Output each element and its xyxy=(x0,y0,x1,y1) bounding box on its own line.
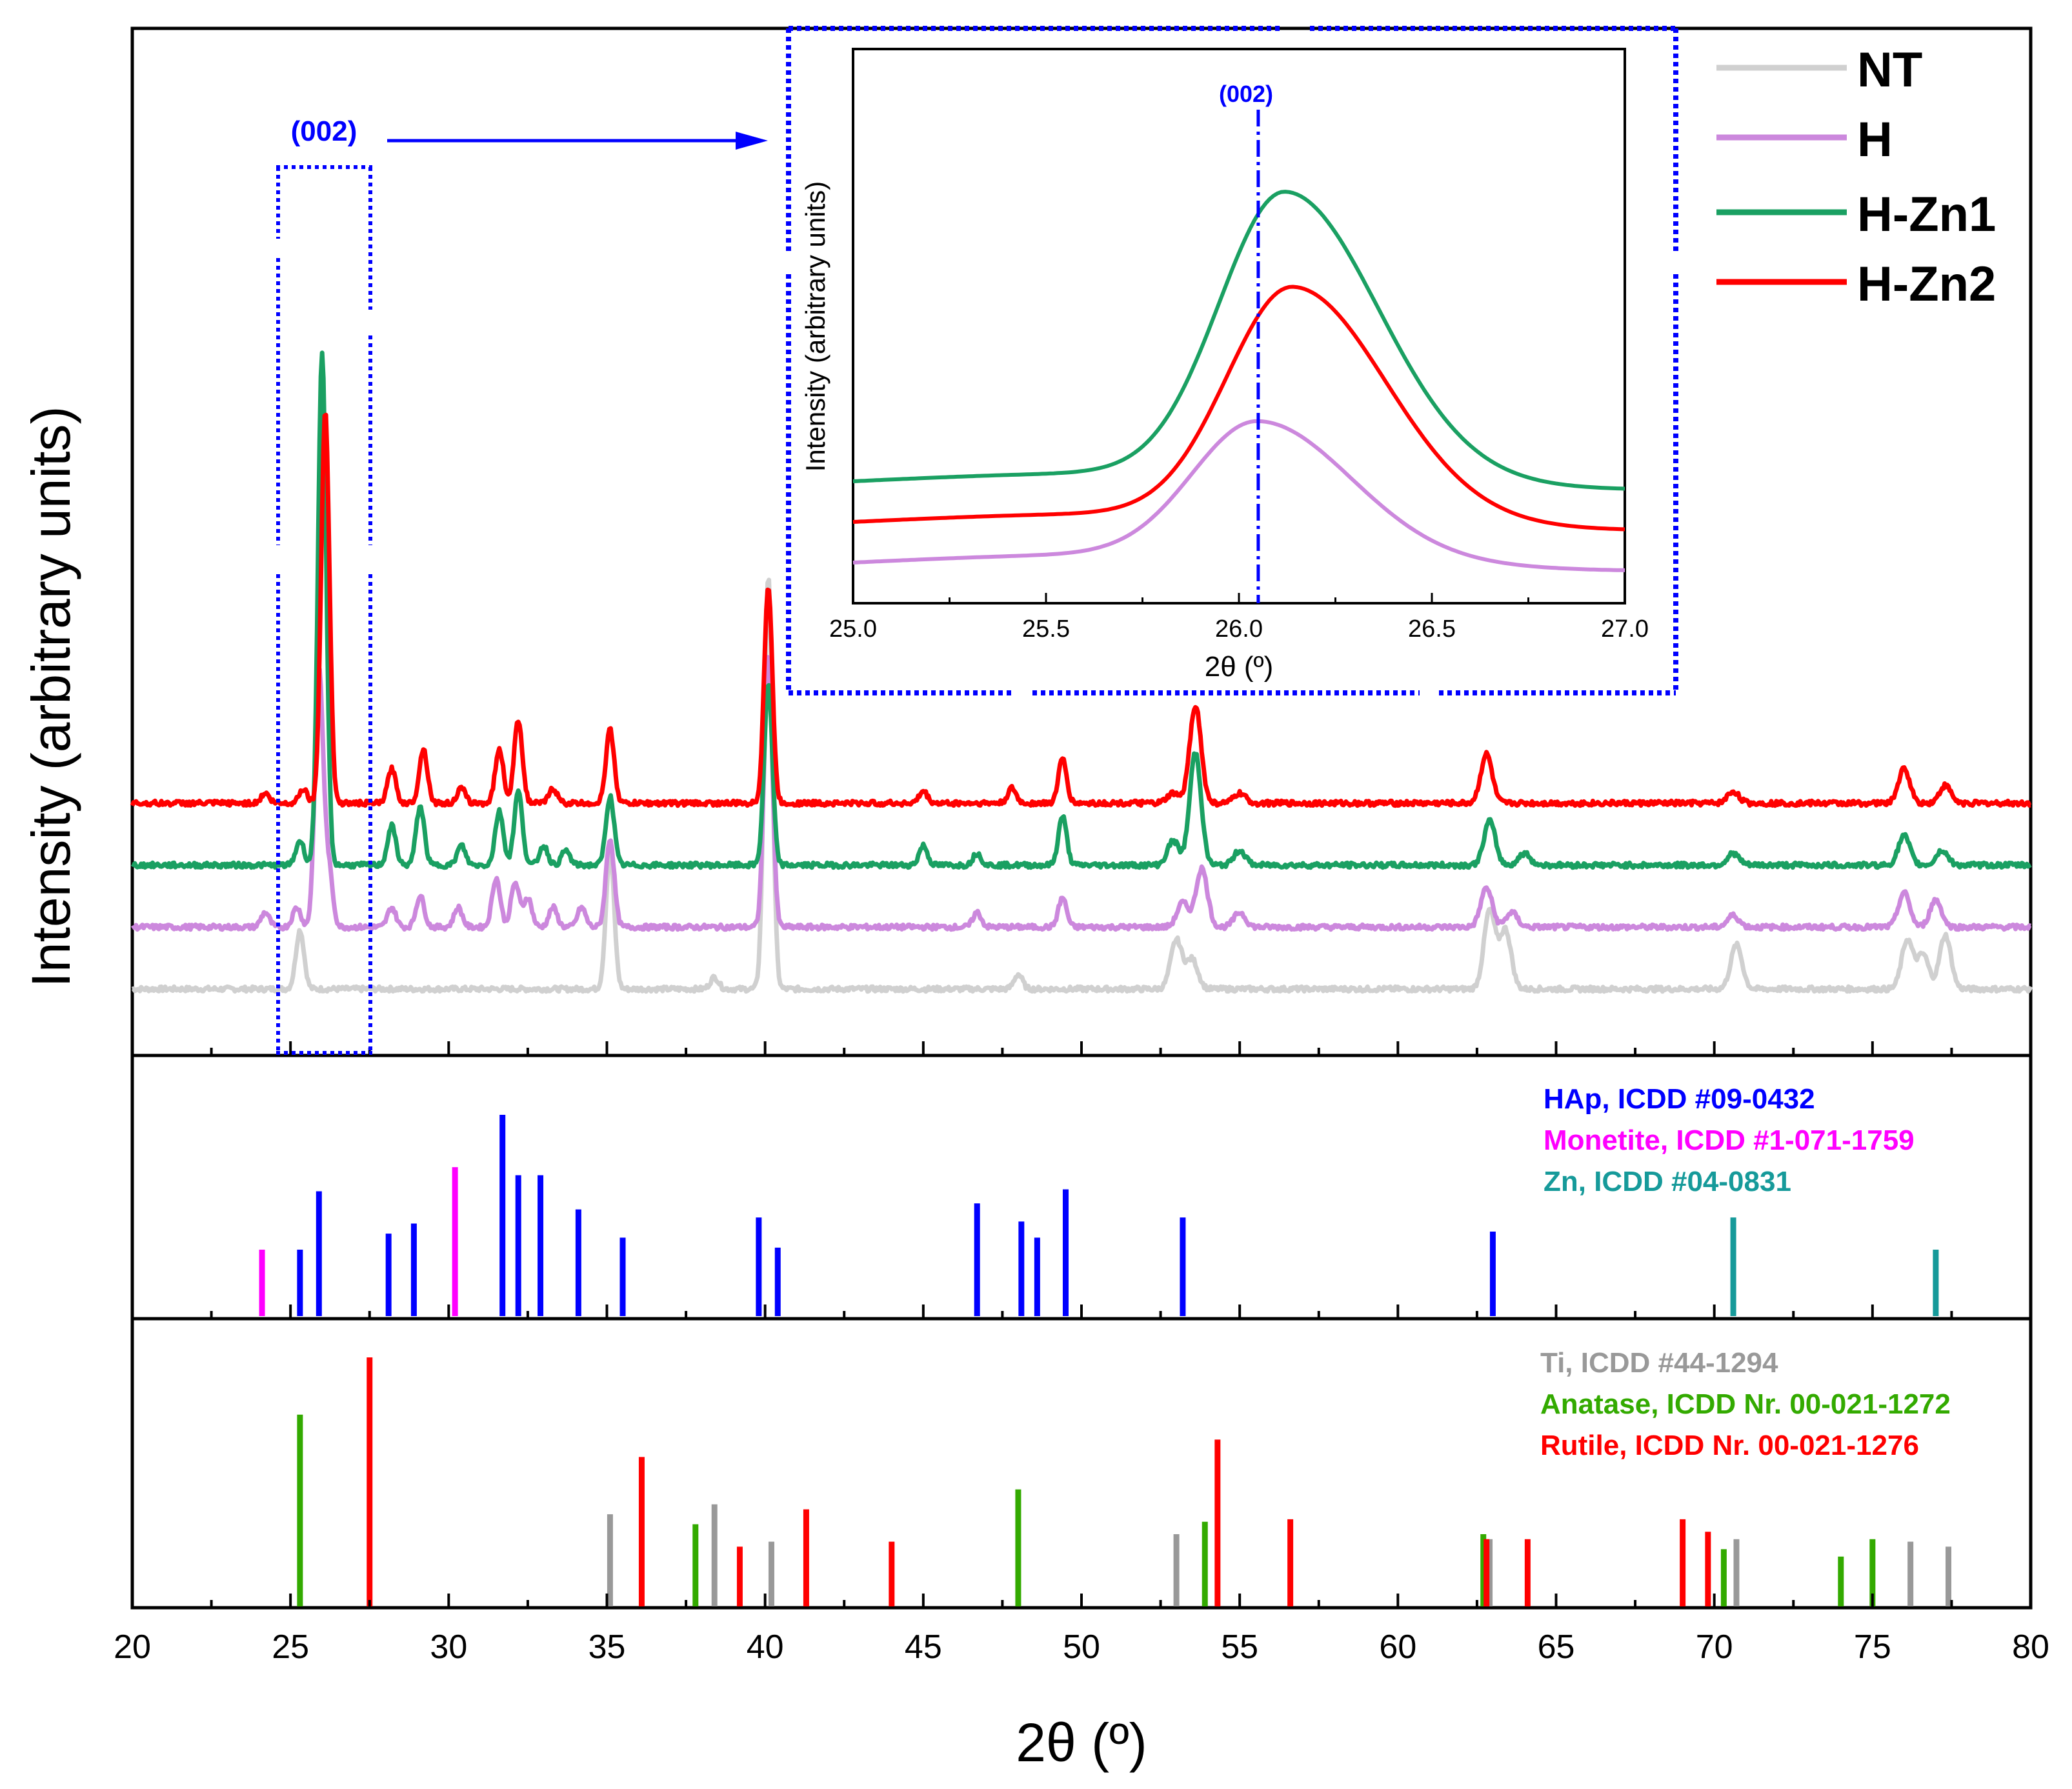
inset-series-line-h-zn1 xyxy=(852,190,1625,491)
peak-002-label: (002) xyxy=(291,115,357,147)
series-line-h-zn1 xyxy=(130,350,2032,870)
y-axis-title: Intensity (arbitrary units) xyxy=(21,406,81,988)
inset-y-axis-title: Intensity (arbitrary units) xyxy=(800,181,830,472)
reference-panel-1-lines xyxy=(259,1115,1939,1316)
reference-panel-2-lines xyxy=(297,1357,1952,1606)
inset-series-line-h-zn2 xyxy=(852,285,1625,532)
x-axis-title: 2θ (º) xyxy=(1016,1712,1147,1773)
x-tick-label: 45 xyxy=(905,1628,942,1666)
x-tick-label: 35 xyxy=(588,1628,626,1666)
inset-frame xyxy=(852,48,1626,605)
x-axis: 20 25 30 35 40 45 50 55 60 65 70 75 80 xyxy=(114,1041,2049,1666)
inset-marker-label: (002) xyxy=(1219,81,1273,107)
main-legend: NT H H-Zn1 H-Zn2 xyxy=(1716,43,1996,312)
x-tick-label: 60 xyxy=(1379,1628,1416,1666)
ref-label-zn: Zn, ICDD #04-0831 xyxy=(1544,1166,1791,1197)
ref-label-hap: HAp, ICDD #09-0432 xyxy=(1544,1083,1815,1115)
series-line-h-zn2 xyxy=(130,412,2032,808)
ref-label-rutile: Rutile, ICDD Nr. 00-021-1276 xyxy=(1540,1430,1919,1461)
main-series-layer xyxy=(130,350,2033,994)
reference-2-legend: Ti, ICDD #44-1294 Anatase, ICDD Nr. 00-0… xyxy=(1540,1347,1951,1461)
series-line-h xyxy=(130,655,2032,932)
inset-series-layer: 25.0 25.5 26.0 26.5 27.0 xyxy=(829,110,1649,643)
x-tick-label: 50 xyxy=(1063,1628,1100,1666)
inset-series-line-h xyxy=(852,419,1625,572)
legend-label-h-zn1: H-Zn1 xyxy=(1857,187,1996,242)
x-tick-label: 75 xyxy=(1854,1628,1891,1666)
inset-x-tick-label: 25.0 xyxy=(829,615,877,643)
legend-label-nt: NT xyxy=(1857,43,1922,97)
peak-002-arrow xyxy=(387,132,768,150)
reference-1-legend: HAp, ICDD #09-0432 Monetite, ICDD #1-071… xyxy=(1544,1083,1915,1197)
x-tick-label: 80 xyxy=(2012,1628,2049,1666)
inset-x-tick-label: 26.0 xyxy=(1215,615,1263,643)
x-tick-label: 70 xyxy=(1696,1628,1733,1666)
series-line-nt xyxy=(131,577,2033,994)
x-tick-label: 25 xyxy=(272,1628,309,1666)
peak-002-highlight-box xyxy=(276,165,372,1055)
ref-label-monetite: Monetite, ICDD #1-071-1759 xyxy=(1544,1124,1915,1156)
legend-label-h: H xyxy=(1857,112,1893,167)
x-tick-label: 65 xyxy=(1538,1628,1575,1666)
x-tick-label: 40 xyxy=(747,1628,784,1666)
inset-outer-frame xyxy=(786,26,1678,695)
inset-x-axis-title: 2θ (º) xyxy=(1205,651,1274,683)
x-tick-label: 30 xyxy=(430,1628,467,1666)
ref-label-ti: Ti, ICDD #44-1294 xyxy=(1540,1347,1778,1379)
inset-x-tick-label: 27.0 xyxy=(1601,615,1649,643)
x-tick-label: 20 xyxy=(114,1628,151,1666)
ref-label-anatase: Anatase, ICDD Nr. 00-021-1272 xyxy=(1540,1388,1951,1420)
inset-x-tick-label: 26.5 xyxy=(1408,615,1456,643)
inset-x-tick-label: 25.5 xyxy=(1022,615,1070,643)
x-tick-label: 55 xyxy=(1221,1628,1258,1666)
legend-label-h-zn2: H-Zn2 xyxy=(1857,257,1996,312)
